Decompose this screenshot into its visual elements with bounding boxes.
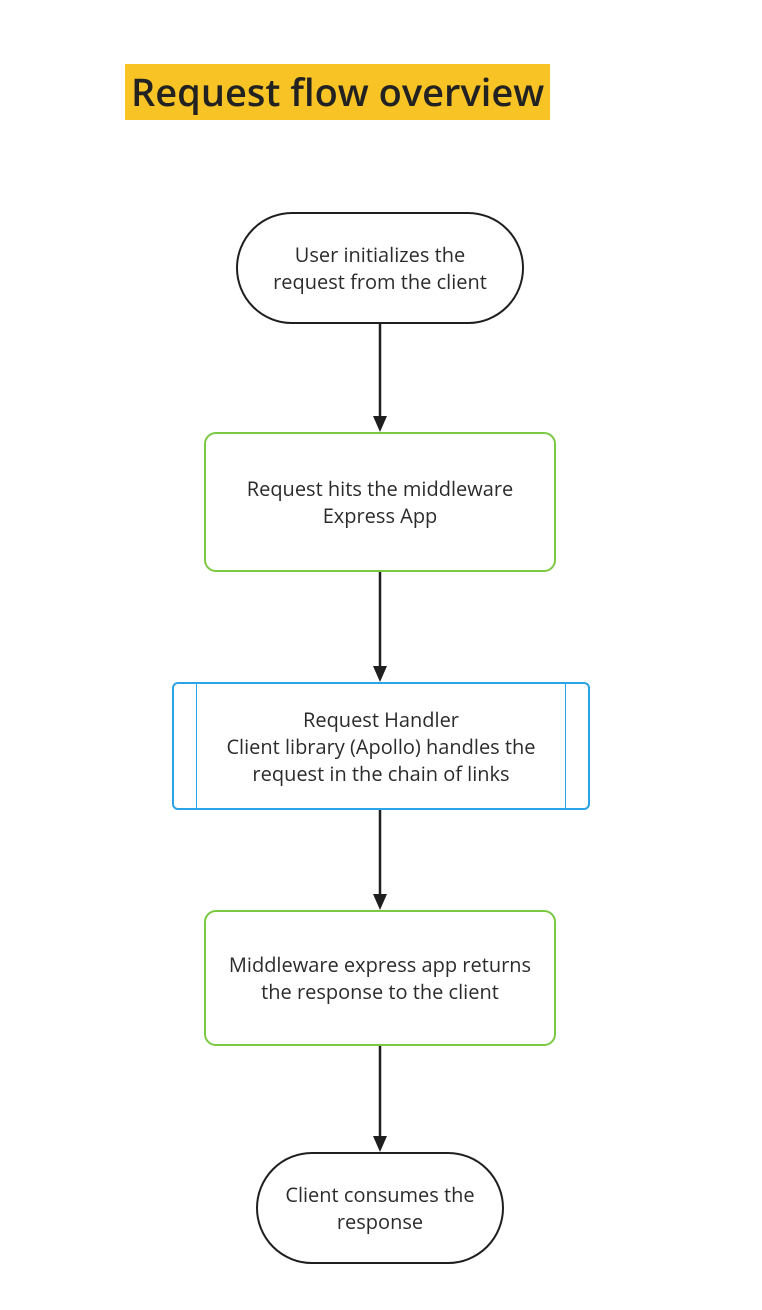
subprocess-content: Request Handler Client library (Apollo) …	[198, 684, 565, 808]
subprocess-stripe-right	[565, 684, 566, 808]
node-text-line: Request hits the middleware	[247, 475, 513, 502]
diagram-title: Request flow overview	[125, 64, 550, 120]
edge-arrow	[364, 810, 396, 910]
node-text-line: Client consumes the	[285, 1181, 474, 1208]
node-text-line: response	[337, 1208, 423, 1235]
node-title: Request Handler	[303, 706, 459, 733]
node-text-line: Client library (Apollo) handles the	[226, 733, 535, 760]
node-text-line: Express App	[323, 502, 438, 529]
edge-arrow	[364, 324, 396, 432]
edge-arrow	[364, 572, 396, 682]
node-request-handler: Request Handler Client library (Apollo) …	[172, 682, 590, 810]
edge-arrow	[364, 1046, 396, 1152]
node-text-line: request from the client	[273, 268, 487, 295]
node-user-initializes: User initializes the request from the cl…	[236, 212, 524, 324]
node-text-line: the response to the client	[261, 978, 499, 1005]
node-client-consumes: Client consumes the response	[256, 1152, 504, 1264]
diagram-title-text: Request flow overview	[131, 66, 544, 118]
node-text-line: Middleware express app returns	[229, 951, 531, 978]
node-text-line: User initializes the	[295, 241, 465, 268]
node-text-line: request in the chain of links	[252, 760, 509, 787]
node-middleware-returns: Middleware express app returns the respo…	[204, 910, 556, 1046]
node-middleware-express: Request hits the middleware Express App	[204, 432, 556, 572]
